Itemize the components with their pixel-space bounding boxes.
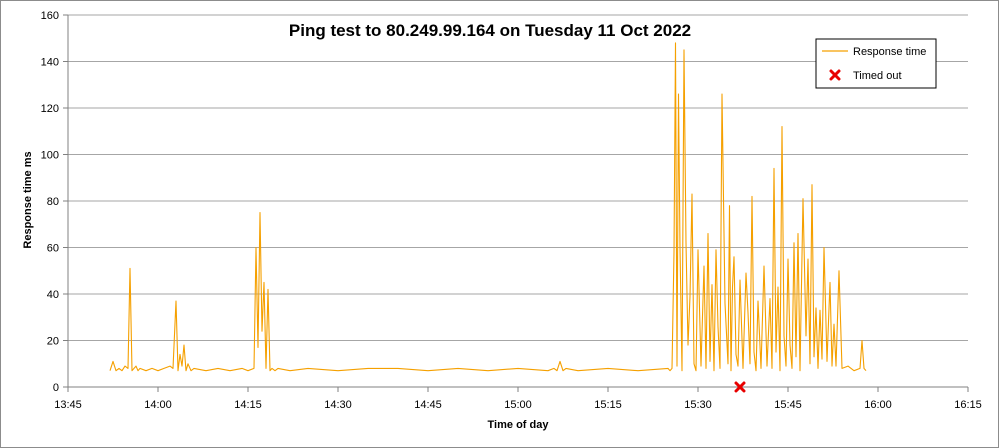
x-tick-label: 14:15 [234,399,262,411]
x-tick-label: 15:30 [684,399,712,411]
x-tick-label: 14:00 [144,399,172,411]
series-layer [109,42,867,393]
x-tick-label: 16:15 [954,399,982,411]
x-tick-label: 15:45 [774,399,802,411]
x-tick-label: 13:45 [54,399,82,411]
x-axis-label: Time of day [488,419,550,431]
timeout-marker-stroke [829,69,841,81]
legend-timeout-x [829,69,841,81]
y-tick-label: 100 [41,150,59,162]
x-tick-label: 14:45 [414,399,442,411]
series-response-time-line [109,42,867,372]
legend-entry-response-time: Response time [853,46,926,58]
x-tick-label: 16:00 [864,399,892,411]
timeout-marker-stroke [734,381,746,393]
timeout-marker [734,381,746,393]
y-tick-label: 40 [47,289,59,301]
y-tick-label: 0 [53,382,59,394]
y-tick-label: 80 [47,196,59,208]
y-tick-label: 120 [41,103,59,115]
y-tick-label: 140 [41,57,59,69]
legend: Response time Timed out [815,38,937,89]
x-tick-label: 15:00 [504,399,532,411]
legend-box [815,38,937,89]
x-tick-label: 15:15 [594,399,622,411]
legend-entry-timed-out: Timed out [853,70,902,82]
y-tick-label: 60 [47,243,59,255]
x-axis-ticks: 13:45 14:00 14:15 14:30 14:45 15:00 15:15 15:30… [54,387,982,411]
legend-timeout-symbol [829,69,841,81]
x-tick-label: 14:30 [324,399,352,411]
y-axis-ticks: 0 20 40 60 80 100 120 140 160 [41,10,68,394]
y-tick-label: 160 [41,10,59,22]
y-tick-label: 20 [47,336,59,348]
y-axis-label: Response time ms [22,151,34,248]
chart-title: Ping test to 80.249.99.164 on Tuesday 11… [289,21,691,40]
